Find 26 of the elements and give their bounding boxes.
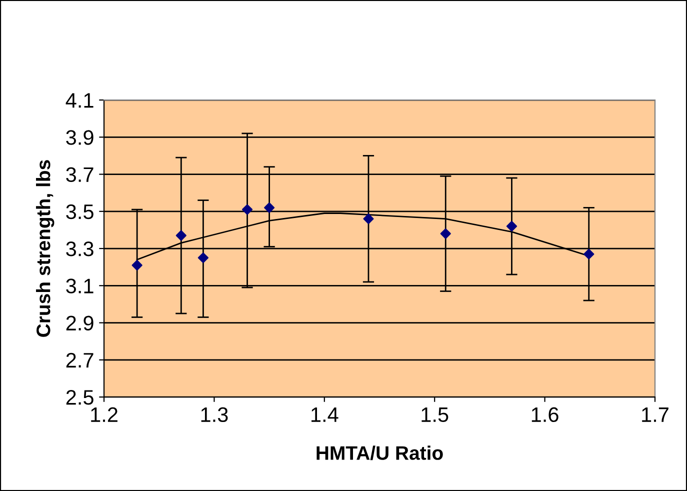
y-axis-title: Crush strength, lbs xyxy=(36,160,54,337)
point xyxy=(440,228,451,239)
y-tick-label: 3.1 xyxy=(66,278,94,294)
point xyxy=(242,204,253,215)
point xyxy=(506,220,518,232)
point xyxy=(132,260,142,271)
x-tick-label: 1.5 xyxy=(422,408,448,422)
x-axis-title: HMTA/U Ratio xyxy=(316,446,443,460)
x-tick-label: 1.7 xyxy=(642,408,668,422)
point xyxy=(363,214,374,224)
y-tick-label: 2.5 xyxy=(66,390,94,405)
y-tick-label: 3.9 xyxy=(66,130,94,145)
y-tick-label: 3.7 xyxy=(66,167,94,182)
point xyxy=(584,248,594,260)
point xyxy=(176,230,186,241)
point xyxy=(264,202,275,213)
y-tick-label: 3.5 xyxy=(66,204,94,220)
y-tick-label: 4.1 xyxy=(66,93,94,108)
x-tick-label: 1.3 xyxy=(201,407,228,422)
y-tick-label: 2.9 xyxy=(66,316,94,331)
x-tick-label: 1.2 xyxy=(91,407,118,422)
x-tick-label: 1.6 xyxy=(532,407,558,422)
y-tick-label: 3.3 xyxy=(66,242,94,256)
point xyxy=(198,252,208,264)
y-tick-label: 2.7 xyxy=(66,352,94,368)
x-tick-label: 1.4 xyxy=(312,408,338,422)
